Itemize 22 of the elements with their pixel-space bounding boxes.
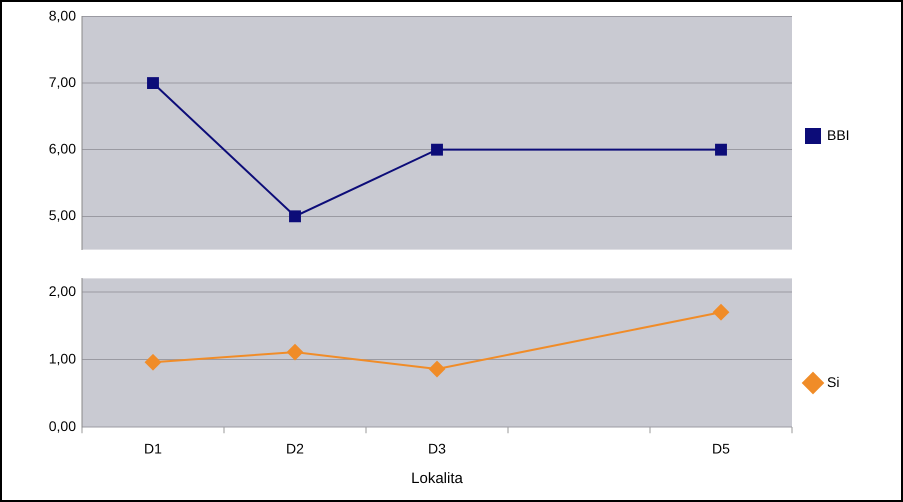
y-tick-label: 0,00 bbox=[48, 418, 76, 434]
y-tick-label: 2,00 bbox=[48, 282, 76, 299]
point bbox=[287, 344, 303, 360]
y-tick-label: 5,00 bbox=[48, 207, 76, 224]
x-axis-title: Lokalita bbox=[411, 470, 464, 488]
x-tick-label: D1 bbox=[144, 440, 162, 456]
x-tick-label: D5 bbox=[712, 440, 730, 456]
point bbox=[713, 304, 729, 320]
y-tick-label: 8,00 bbox=[48, 7, 76, 24]
point bbox=[147, 77, 159, 89]
x-tick-label: D2 bbox=[286, 440, 304, 456]
legend-label: BBI bbox=[827, 126, 850, 143]
point bbox=[715, 144, 727, 156]
x-tick-label: D3 bbox=[428, 440, 446, 456]
y-tick-label: 6,00 bbox=[48, 140, 76, 157]
y-tick-label: 7,00 bbox=[48, 74, 76, 90]
y-tick-label: 1,00 bbox=[48, 350, 76, 366]
point bbox=[431, 144, 443, 156]
point bbox=[429, 361, 445, 378]
legend-label: Si bbox=[827, 374, 840, 390]
point bbox=[145, 354, 161, 370]
point bbox=[289, 210, 301, 222]
